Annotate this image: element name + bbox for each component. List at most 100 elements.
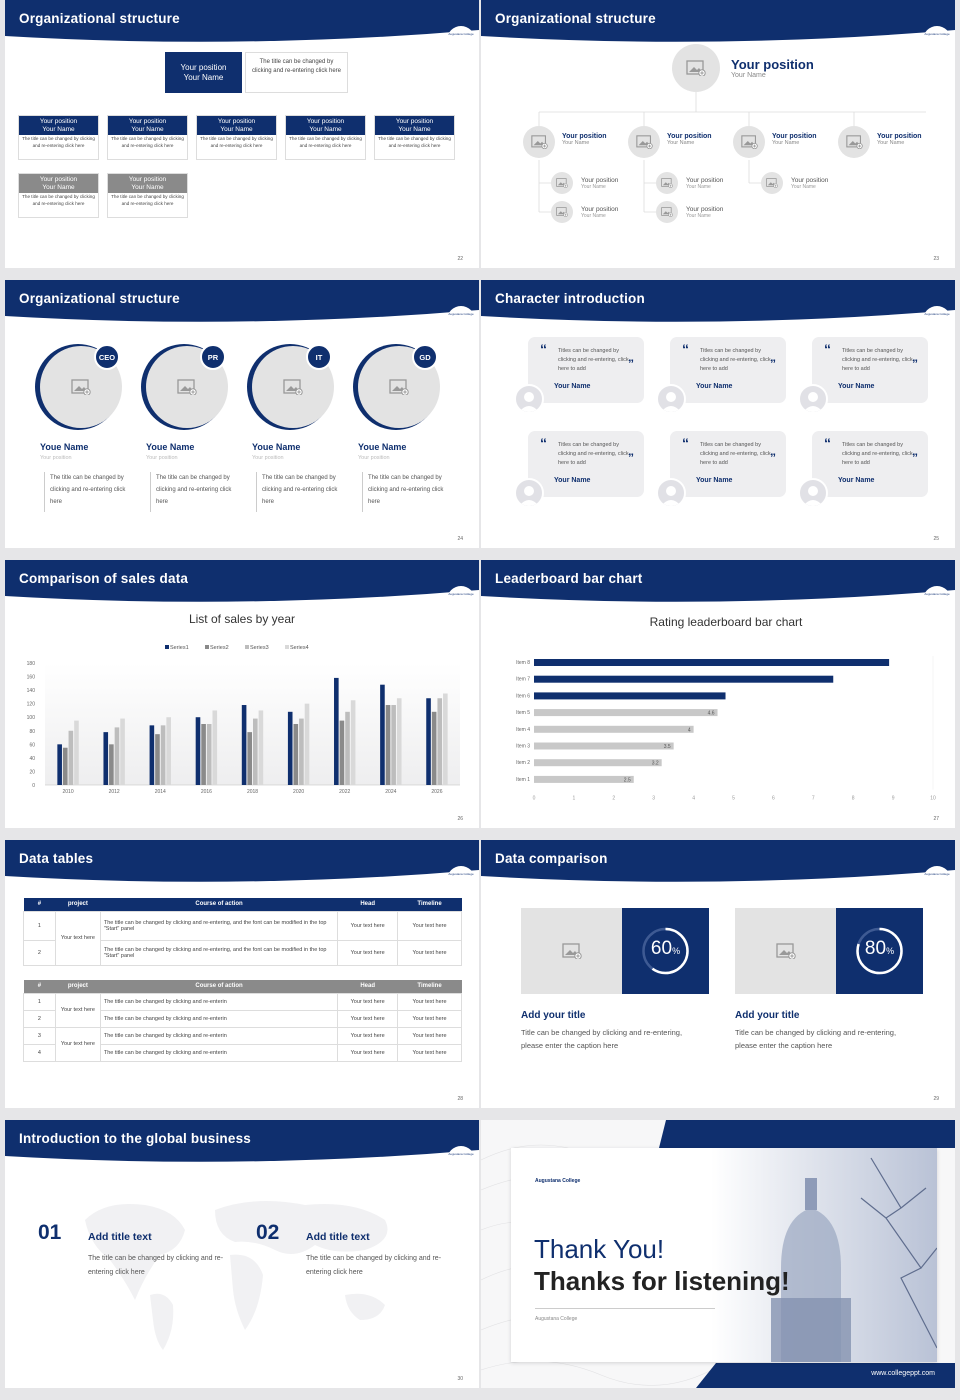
cell-num: 1 [23,992,56,1011]
cell-head: Your text here [337,1026,399,1045]
image-icon [766,178,778,188]
image-icon [661,207,673,217]
cell-action: The title can be changed by clicking and… [99,910,339,941]
testimonial-card[interactable]: “ Titles can be changed by clicking and … [528,431,644,497]
org-box[interactable]: Your position Your Name The title can be … [107,115,188,160]
thank-you-title: Thank You! [534,1234,665,1264]
y-tick-label: 180 [27,661,36,667]
person-name: Youe Name [40,442,89,452]
org-box[interactable]: Your position Your Name The title can be … [107,173,188,218]
item-desc: The title can be changed by clicking and… [88,1255,224,1276]
percent-panel: 80% [836,908,923,994]
level2-node[interactable]: Your position Your Name [791,177,828,190]
slide-title: Organizational structure [19,11,180,26]
logo: Augustana College [447,866,475,880]
table-row: 2 The title can be changed by clicking a… [23,939,462,966]
org-top-desc: The title can be changed by clicking and… [245,52,348,93]
avatar-placeholder [628,126,660,158]
quote-open-icon: “ [682,435,689,451]
slide-24[interactable]: Organizational structure Augustana Colle… [5,280,479,548]
level1-node[interactable]: Your position Your Name [877,133,922,146]
org-box[interactable]: Your position Your Name The title can be … [374,115,455,160]
bar [385,705,391,785]
x-tick-label: 2018 [247,789,258,795]
position-label: Your position [731,57,814,72]
slide-title: Introduction to the global business [19,1131,251,1146]
slide-title: Comparison of sales data [19,571,189,586]
bar [391,705,396,785]
chart-legend: Series1 Series2 Series3 Series4 [165,645,309,651]
person-name: Youe Name [252,442,301,452]
person-desc: The title can be changed by clicking and… [156,475,232,505]
org-box[interactable]: Your position Your Name The title can be … [196,115,277,160]
item-desc: Title can be changed by clicking and re-… [521,1028,683,1050]
table-row: 4 The title can be changed by clicking a… [23,1043,462,1062]
slide-22[interactable]: Organizational structure Augustana Colle… [5,0,479,268]
testimonial-card[interactable]: “ Titles can be changed by clicking and … [812,337,928,403]
x-tick-label: 2024 [385,789,396,795]
website-url[interactable]: www.collegeppt.com [871,1370,935,1377]
slide-27[interactable]: Leaderboard bar chart Augustana College … [481,560,955,828]
item-number: 02 [256,1221,280,1244]
cell-project: Your text here [54,992,101,1028]
image-icon [556,207,568,217]
image-icon [775,943,796,959]
position-label: Your position [562,133,607,140]
avatar-placeholder [551,201,573,223]
person-name: Youe Name [146,442,195,452]
bar [166,717,171,785]
divider [362,472,366,512]
slide-30[interactable]: Introduction to the global business Augu… [5,1120,479,1388]
building-photo [711,1148,937,1362]
slide-header: Organizational structure Augustana Colle… [5,0,479,44]
bar [534,692,726,700]
slide-29[interactable]: Data comparison Augustana College 60% Ad… [481,840,955,1108]
bar [443,693,448,785]
logo: Augustana College [923,866,951,880]
org-box[interactable]: Your position Your Name The title can be … [18,173,99,218]
position-label: Your position [180,63,227,72]
quote-text: Titles can be changed by clicking and re… [842,442,913,466]
slide-31-thank-you[interactable]: Augustana College Thank You! Thanks for … [481,1120,955,1388]
college-label: Augustana College [535,1178,581,1184]
level1-node[interactable]: Your position Your Name [667,133,712,146]
cell-action: The title can be changed by clicking and… [99,1009,339,1028]
cell-num: 2 [23,939,56,966]
slide-26[interactable]: Comparison of sales data Augustana Colle… [5,560,479,828]
quote-close-icon: ” [770,357,776,371]
name-label: Your Name [791,184,816,190]
testimonial-card[interactable]: “ Titles can be changed by clicking and … [812,431,928,497]
name-label: Your Name [686,213,711,219]
person-name: Youe Name [358,442,407,452]
slide-header: Leaderboard bar chart Augustana College [481,560,955,604]
bar [57,744,62,785]
level2-node[interactable]: Your position Your Name [686,177,723,190]
org-top-box[interactable]: Your position Your Name [165,52,242,93]
level1-node[interactable]: Your position Your Name [562,133,607,146]
page-number: 28 [457,1096,463,1102]
divider [44,472,48,512]
data-label: 2.5 [624,777,631,783]
slide-28[interactable]: Data tables Augustana College # project … [5,840,479,1108]
testimonial-card[interactable]: “ Titles can be changed by clicking and … [670,431,786,497]
item-title: Add title text [88,1231,152,1243]
bar [201,724,206,785]
cell-action: The title can be changed by clicking and… [99,1026,339,1045]
role-badge: GD [412,344,438,370]
level2-node[interactable]: Your position Your Name [686,206,723,219]
cell-num: 3 [23,1026,56,1045]
world-map-graphic [85,1201,388,1350]
y-tick-label: 160 [27,675,36,681]
org-box[interactable]: Your position Your Name The title can be … [285,115,366,160]
level2-node[interactable]: Your position Your Name [581,177,618,190]
org-box[interactable]: Your position Your Name The title can be … [18,115,99,160]
slide-25[interactable]: Character introduction Augustana College… [481,280,955,548]
level2-node[interactable]: Your position Your Name [581,206,618,219]
slide-23[interactable]: Organizational structure Augustana Colle… [481,0,955,268]
cell-num: 1 [23,910,56,941]
y-tick-label: 60 [29,742,35,748]
level1-node[interactable]: Your position Your Name [772,133,817,146]
testimonial-card[interactable]: “ Titles can be changed by clicking and … [670,337,786,403]
testimonial-card[interactable]: “ Titles can be changed by clicking and … [528,337,644,403]
y-tick-label: Item 6 [516,693,530,699]
